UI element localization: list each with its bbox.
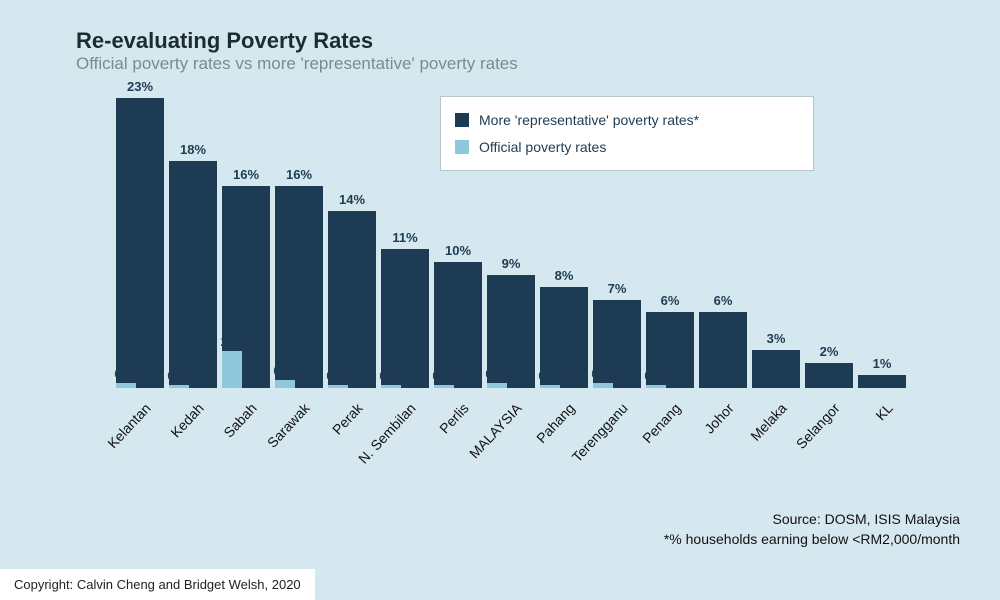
page-background: Re-evaluating Poverty Rates Official pov… xyxy=(0,0,1000,600)
bar-representative xyxy=(381,249,429,388)
bar-representative xyxy=(699,312,747,388)
data-label-official: 0.2% xyxy=(532,369,572,383)
data-label-representative: 2% xyxy=(799,344,859,359)
data-label-representative: 8% xyxy=(534,268,594,283)
x-axis-label: KL xyxy=(873,400,896,423)
data-label-representative: 6% xyxy=(640,293,700,308)
data-label-representative: 7% xyxy=(587,281,647,296)
data-label-representative: 1% xyxy=(852,356,912,371)
page-root: Re-evaluating Poverty Rates Official pov… xyxy=(0,0,1000,600)
bar-representative xyxy=(805,363,853,388)
data-label-representative: 3% xyxy=(746,331,806,346)
data-label-representative: 11% xyxy=(375,230,435,245)
bar-official xyxy=(275,380,295,388)
data-label-representative: 6% xyxy=(693,293,753,308)
x-axis-label: Kelantan xyxy=(105,400,154,451)
data-label-official: 0.2% xyxy=(373,369,413,383)
bar-official xyxy=(222,351,242,388)
data-label-representative: 16% xyxy=(269,167,329,182)
bar-official xyxy=(169,385,189,388)
data-label-official: 0.6% xyxy=(267,364,307,378)
data-label-representative: 16% xyxy=(216,167,276,182)
data-label-official: 2.9% xyxy=(214,335,254,349)
data-label-official: 0.1% xyxy=(638,369,678,383)
x-axis-label: MALAYSIA xyxy=(466,400,525,461)
data-label-official: 0.4% xyxy=(585,367,625,381)
bar-official xyxy=(487,383,507,388)
data-label-official: 0.2% xyxy=(161,369,201,383)
source-line: Source: DOSM, ISIS Malaysia xyxy=(540,510,960,530)
data-label-official: 0.4% xyxy=(108,367,148,381)
bar-official xyxy=(434,385,454,388)
data-label-representative: 10% xyxy=(428,243,488,258)
data-label-representative: 9% xyxy=(481,256,541,271)
x-axis-label: Sabah xyxy=(221,400,260,441)
x-axis-label: Johor xyxy=(701,400,737,437)
bar-official xyxy=(381,385,401,388)
bar-official xyxy=(646,385,666,388)
data-label-official: 0.2% xyxy=(320,369,360,383)
bar-representative xyxy=(275,186,323,388)
x-axis-label: Perlis xyxy=(437,400,473,437)
bar-official xyxy=(540,385,560,388)
x-axis-label: Pahang xyxy=(533,400,578,446)
bar-official xyxy=(116,383,136,388)
source-note: Source: DOSM, ISIS Malaysia *% household… xyxy=(540,510,960,549)
x-axis-label: Melaka xyxy=(748,400,790,444)
chart-title: Re-evaluating Poverty Rates xyxy=(76,28,373,54)
data-label-representative: 18% xyxy=(163,142,223,157)
x-axis-label: Terengganu xyxy=(569,400,631,465)
bar-official xyxy=(593,383,613,388)
copyright-note: Copyright: Calvin Cheng and Bridget Wels… xyxy=(0,569,315,600)
bar-official xyxy=(328,385,348,388)
chart-subtitle: Official poverty rates vs more 'represen… xyxy=(76,54,518,74)
plot-area: 23%0.4%Kelantan18%0.2%Kedah16%2.9%Sabah1… xyxy=(70,98,952,388)
bar-representative xyxy=(752,350,800,388)
bar-representative xyxy=(858,375,906,388)
data-label-official: 0.1% xyxy=(426,369,466,383)
bar-representative xyxy=(169,161,217,388)
bar-representative xyxy=(328,211,376,388)
data-label-representative: 14% xyxy=(322,192,382,207)
source-line: *% households earning below <RM2,000/mon… xyxy=(540,530,960,550)
data-label-official: 0.4% xyxy=(479,367,519,381)
chart-card: Re-evaluating Poverty Rates Official pov… xyxy=(36,8,966,556)
x-axis-label: Penang xyxy=(639,400,684,446)
x-axis-label: Selangor xyxy=(793,400,843,452)
x-axis-label: Kedah xyxy=(168,400,207,441)
bar-representative xyxy=(116,98,164,388)
x-axis-label: Perak xyxy=(329,400,366,438)
data-label-representative: 23% xyxy=(110,79,170,94)
x-axis-label: Sarawak xyxy=(264,400,313,451)
